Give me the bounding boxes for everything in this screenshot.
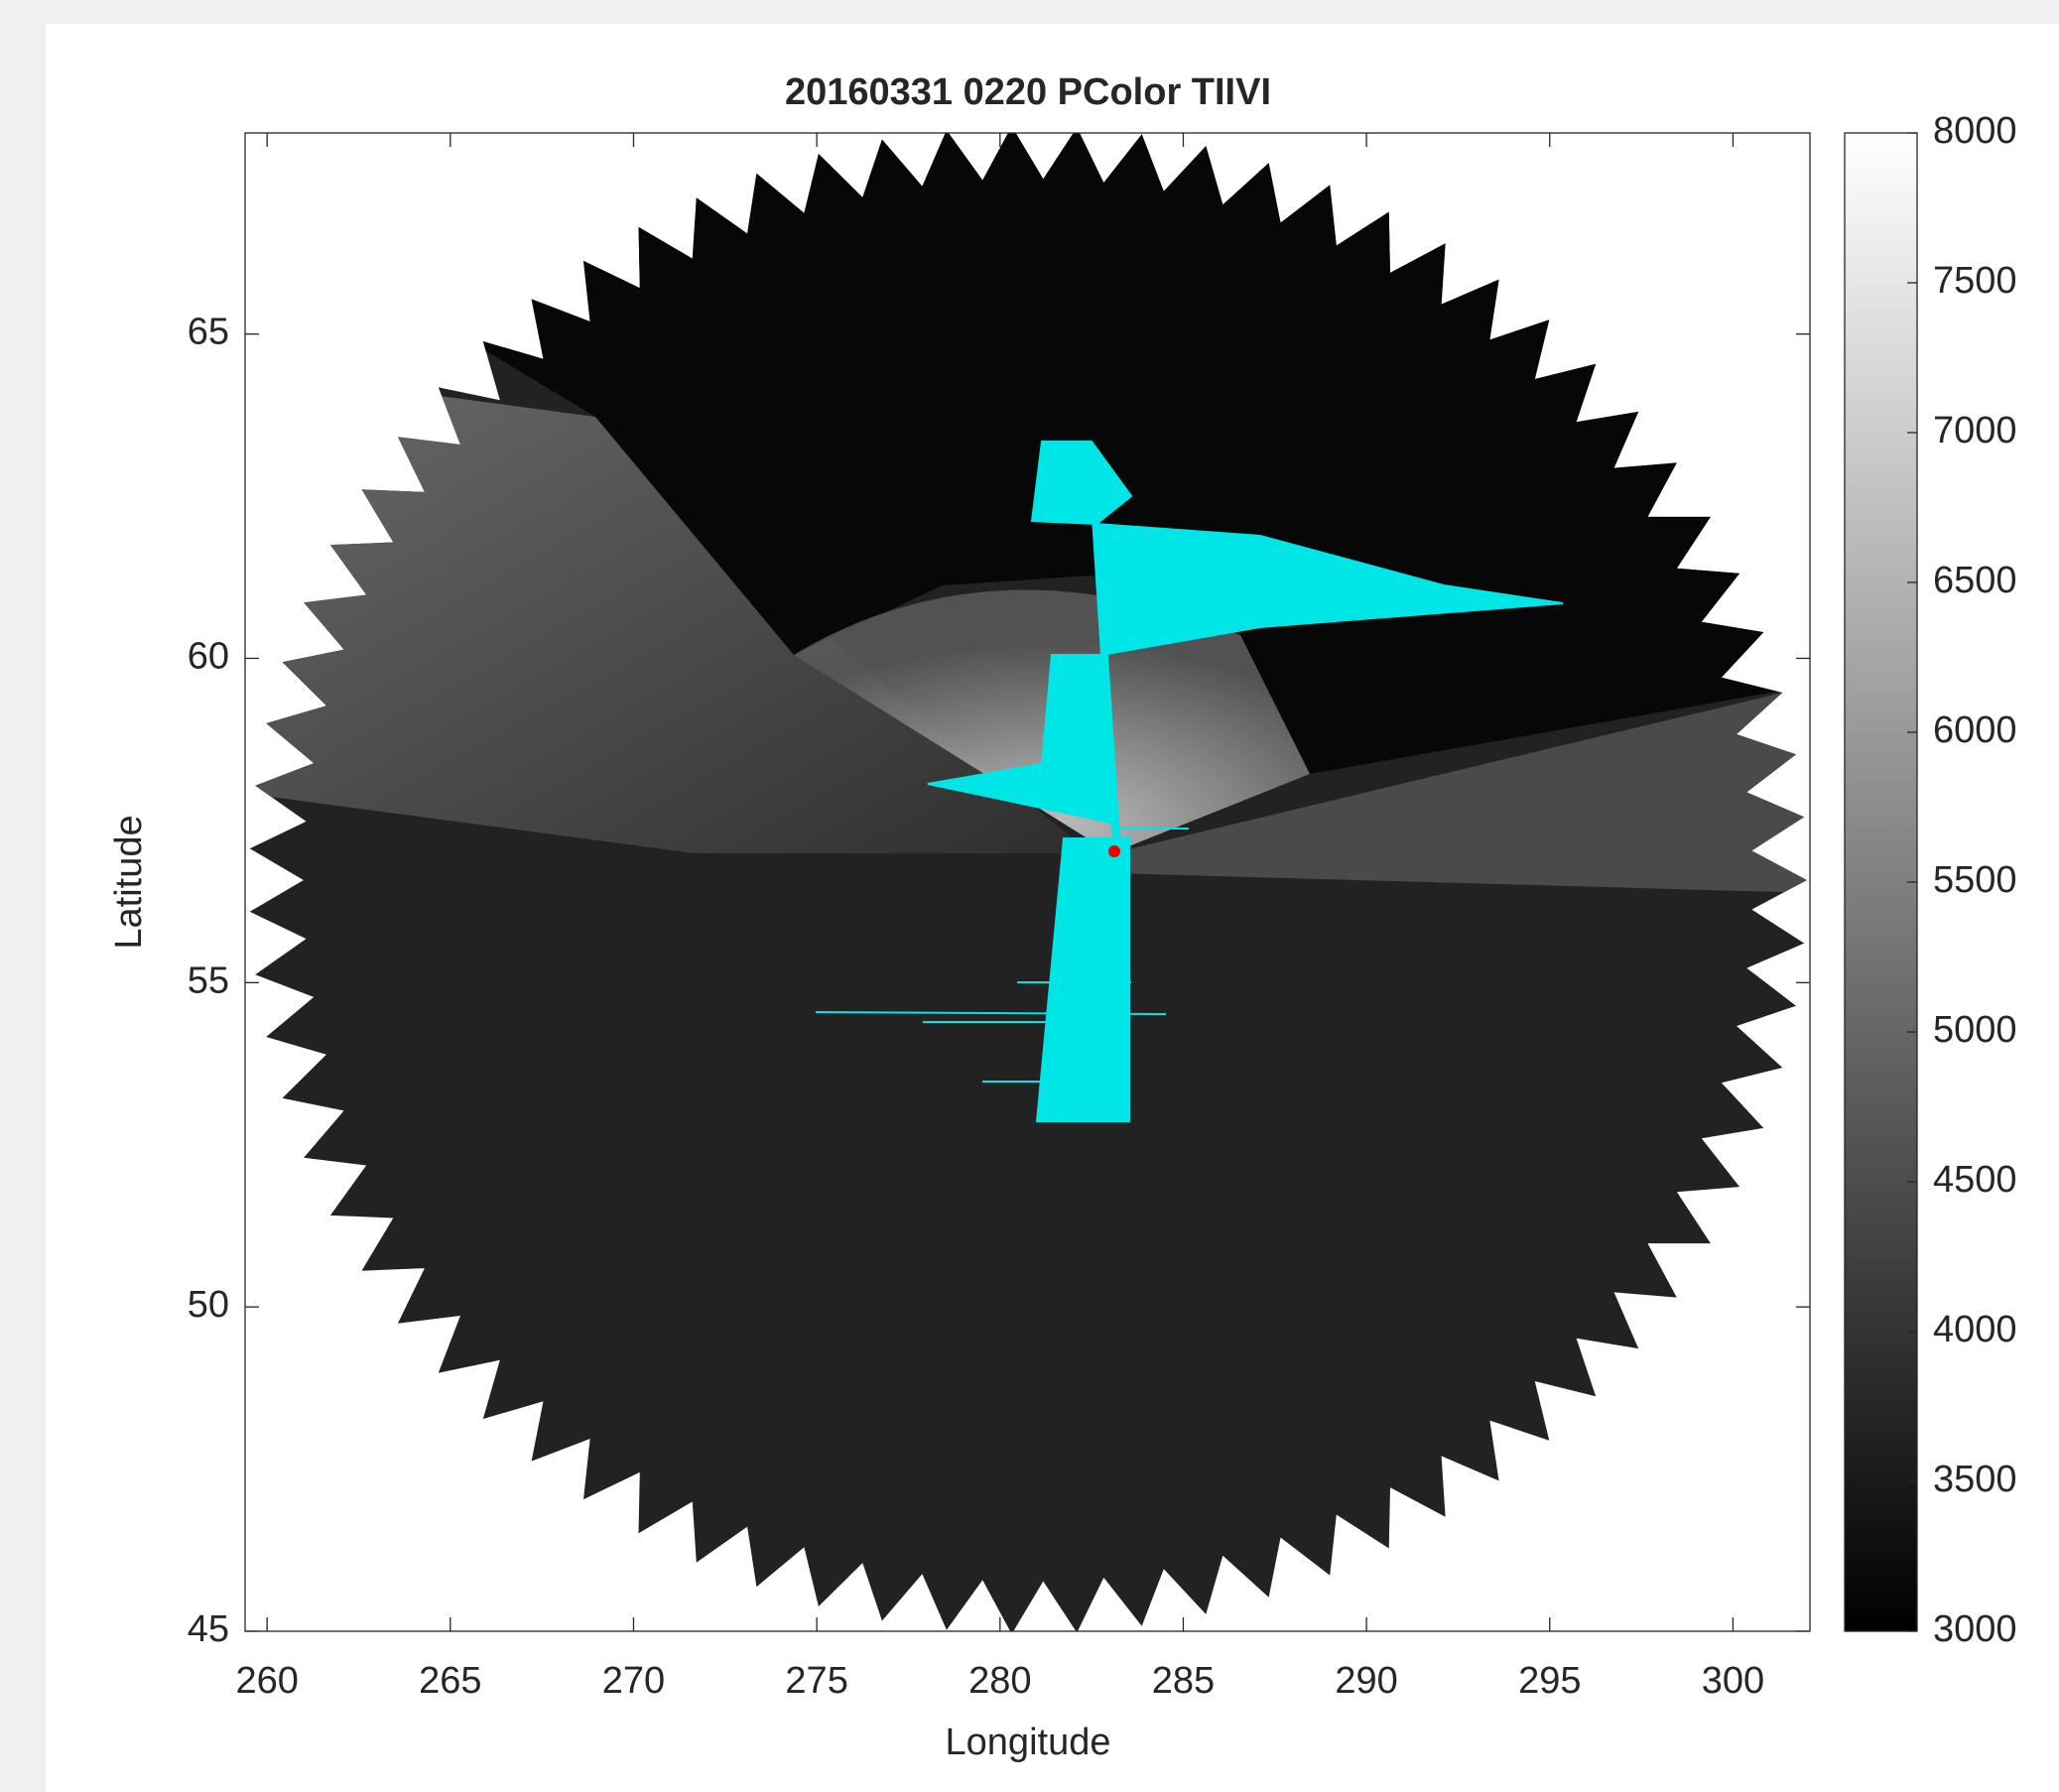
- y-tick-label: 50: [188, 1284, 229, 1326]
- y-tick-label: 55: [188, 960, 229, 1001]
- x-tick-label: 270: [602, 1660, 665, 1702]
- colorbar-tick-label: 5500: [1933, 859, 2017, 901]
- colorbar-tick-label: 4000: [1933, 1309, 2017, 1350]
- colorbar-tick-label: 4500: [1933, 1159, 2017, 1201]
- x-axis-label: Longitude: [946, 1722, 1111, 1763]
- chart-title: 20160331 0220 PColor TIIVI: [785, 71, 1271, 113]
- x-tick-label: 260: [235, 1660, 298, 1702]
- x-tick-label: 295: [1518, 1660, 1581, 1702]
- x-tick-label: 265: [419, 1660, 481, 1702]
- colorbar-tick-label: 8000: [1933, 110, 2017, 152]
- x-tick-label: 280: [968, 1660, 1031, 1702]
- x-tick-label: 275: [785, 1660, 847, 1702]
- colorbar-tick-label: 6500: [1933, 560, 2017, 601]
- page: {"chart_data":{"type":"pcolor","title":"…: [0, 0, 2059, 1792]
- x-tick-label: 290: [1335, 1660, 1397, 1702]
- colorbar-tick-label: 7000: [1933, 410, 2017, 451]
- colorbar-tick-label: 6000: [1933, 709, 2017, 751]
- colorbar-tick-label: 5000: [1933, 1009, 2017, 1051]
- radar-site: [1108, 845, 1120, 857]
- y-tick-label: 60: [188, 636, 229, 678]
- colorbar-tick-label: 3500: [1933, 1459, 2017, 1500]
- x-tick-label: 285: [1152, 1660, 1215, 1702]
- colorbar: [1845, 133, 1917, 1631]
- x-tick-label: 300: [1702, 1660, 1764, 1702]
- chart: 20160331 0220 PColor TIIVI Longitude Lat…: [0, 0, 2059, 1792]
- y-tick-label: 45: [188, 1608, 229, 1650]
- y-tick-label: 65: [188, 312, 229, 353]
- colorbar-tick-label: 3000: [1933, 1608, 2017, 1650]
- colorbar-tick-label: 7500: [1933, 260, 2017, 302]
- y-axis-label: Latitude: [108, 815, 150, 949]
